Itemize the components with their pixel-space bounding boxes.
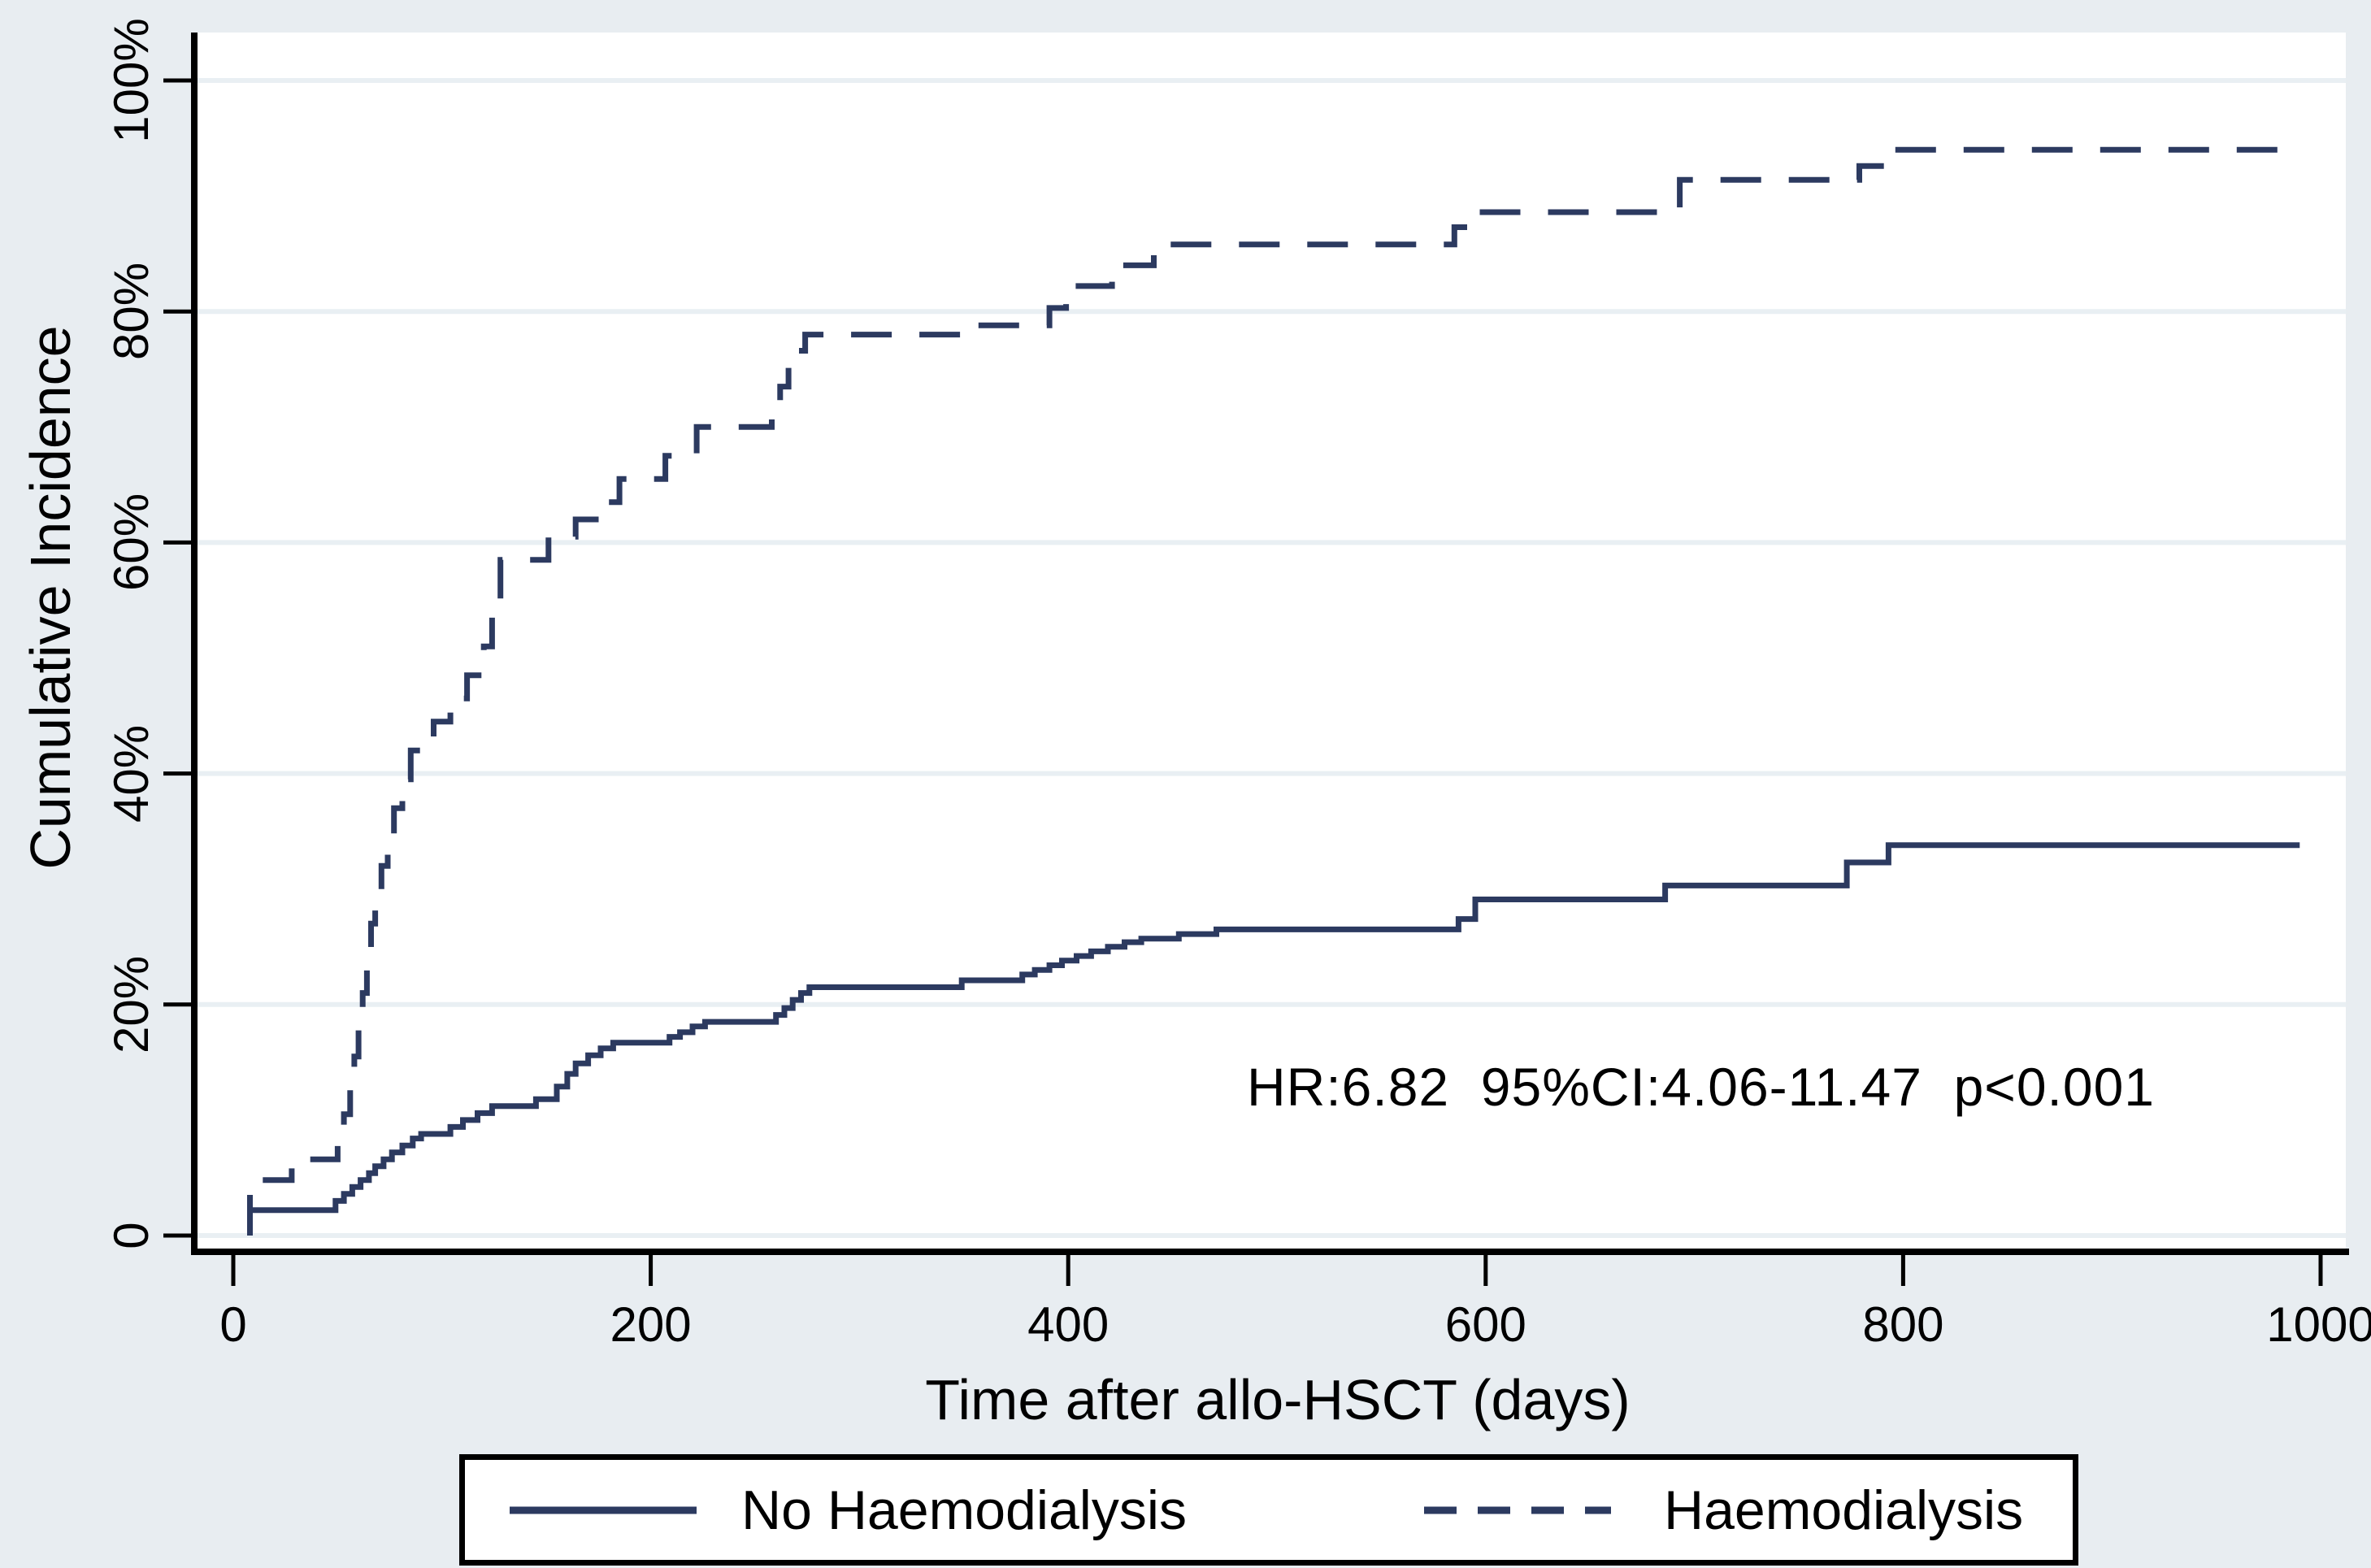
x-axis-title: Time after allo-HSCT (days) xyxy=(925,1368,1631,1431)
legend-label-haemodialysis: Haemodialysis xyxy=(1664,1479,2024,1541)
y-tick-label-60%: 60% xyxy=(104,493,159,592)
x-tick-label-0: 0 xyxy=(219,1297,247,1352)
stats-annotation: HR:6.82 95%CI:4.06-11.47 p<0.001 xyxy=(1247,1057,2156,1117)
x-tick-label-400: 400 xyxy=(1027,1297,1110,1352)
curve-no-haemodialysis xyxy=(247,842,2300,1236)
x-tick-label-1000: 1000 xyxy=(2266,1297,2371,1352)
plot-area xyxy=(194,33,2346,1252)
y-tick-label-80%: 80% xyxy=(104,263,159,361)
legend-box: No Haemodialysis Haemodialysis xyxy=(459,1454,2078,1566)
x-tick-label-800: 800 xyxy=(1862,1297,1944,1352)
curve-haemodialysis xyxy=(247,146,2300,1236)
y-tick-label-20%: 20% xyxy=(104,955,159,1053)
x-tick-label-600: 600 xyxy=(1444,1297,1526,1352)
y-tick-label-100%: 100% xyxy=(104,18,159,143)
y-tick-label-40%: 40% xyxy=(104,724,159,823)
legend-label-no-haemodialysis: No Haemodialysis xyxy=(741,1479,1187,1541)
legend-solid-line-sample xyxy=(510,1506,1611,1514)
y-tick-label-0: 0 xyxy=(104,1222,159,1249)
y-axis-title: Cumulative Incidence xyxy=(19,325,82,870)
x-tick-label-200: 200 xyxy=(610,1297,692,1352)
